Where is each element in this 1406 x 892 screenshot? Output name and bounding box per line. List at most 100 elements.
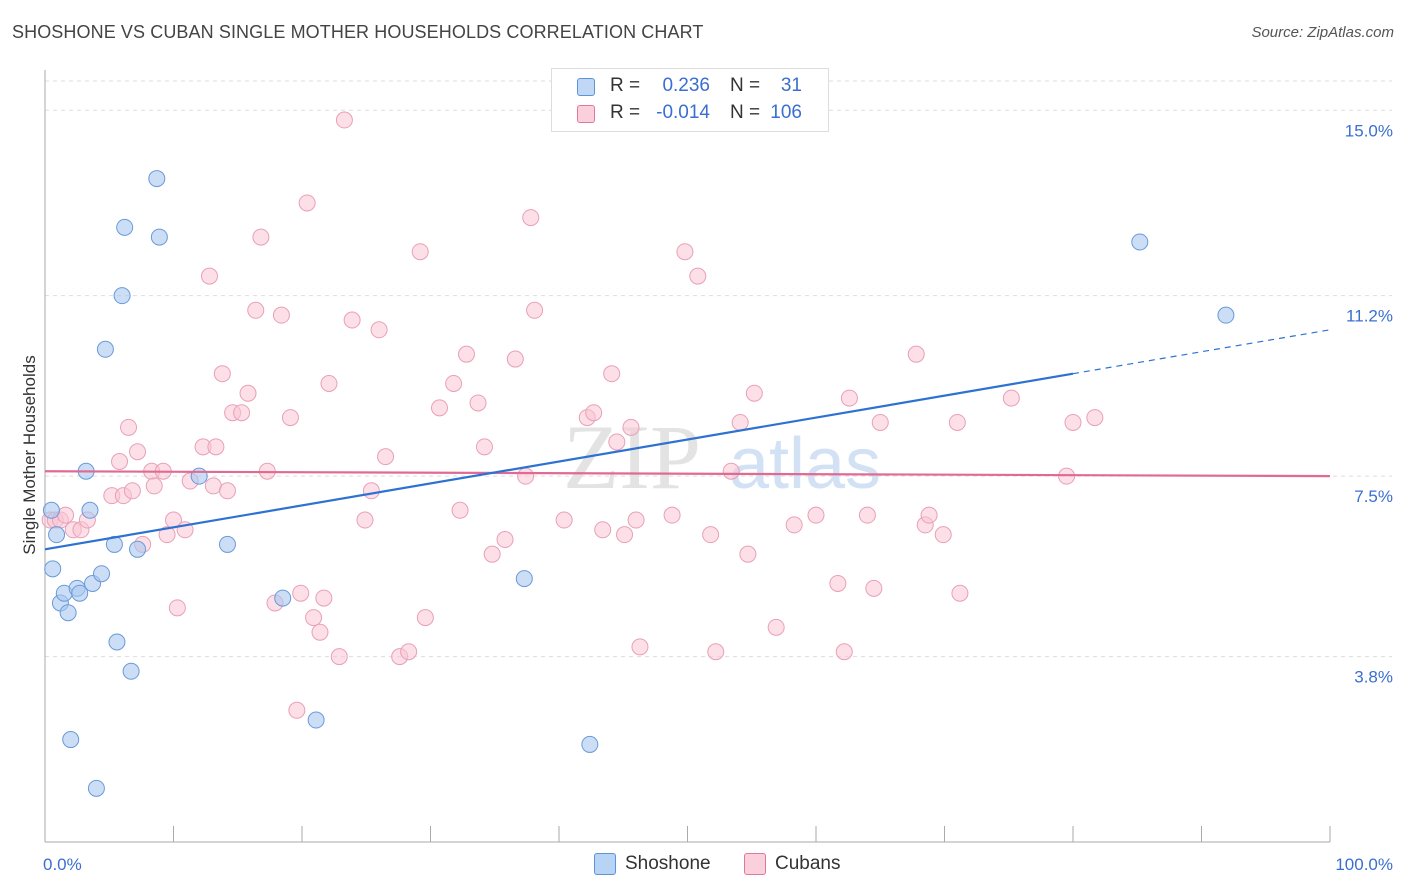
cubans-point — [739, 545, 757, 563]
cubans-point — [835, 643, 853, 661]
cubans-point — [871, 413, 889, 431]
shoshone-point — [48, 526, 66, 544]
watermark: ZIP atlas — [563, 406, 881, 508]
cubans-point — [120, 418, 138, 436]
cubans-point — [213, 365, 231, 383]
shoshone-point — [307, 711, 325, 729]
cubans-point — [305, 609, 323, 627]
shoshone-point — [129, 540, 147, 558]
cubans-point — [204, 477, 222, 495]
cubans-point — [608, 433, 626, 451]
cubans-point — [1064, 413, 1082, 431]
shoshone-point — [113, 287, 131, 305]
cubans-point — [663, 506, 681, 524]
cubans-point — [951, 584, 969, 602]
cubans-point — [343, 311, 361, 329]
shoshone-point — [274, 589, 292, 607]
cubans-point — [430, 399, 448, 417]
cubans-point — [920, 506, 938, 524]
cubans-point — [829, 574, 847, 592]
cubans-point — [330, 648, 348, 666]
cubans-point — [707, 643, 725, 661]
cubans-point — [722, 462, 740, 480]
cubans-point — [400, 643, 418, 661]
cubans-point — [948, 413, 966, 431]
shoshone-point — [44, 560, 62, 578]
cubans-point — [631, 638, 649, 656]
cubans-point — [469, 394, 487, 412]
y-tick-label: 3.8% — [1354, 668, 1393, 687]
shoshone-trend-extension — [1072, 329, 1331, 375]
cubans-point — [840, 389, 858, 407]
cubans-point — [335, 111, 353, 129]
cubans-point — [239, 384, 257, 402]
legend-r-label: R = — [610, 75, 641, 96]
shoshone-point — [108, 633, 126, 651]
watermark-atlas: atlas — [729, 424, 881, 504]
legend-row-shoshone: R = 0.236 N = 31 — [552, 73, 828, 99]
legend-label-cubans: Cubans — [775, 853, 841, 874]
cubans-point — [457, 345, 475, 363]
cubans-point — [281, 409, 299, 427]
cubans-point — [702, 526, 720, 544]
shoshone-point — [1131, 233, 1149, 251]
y-tick-label: 15.0% — [1345, 121, 1393, 140]
cubans-point — [483, 545, 501, 563]
correlation-legend: R = 0.236 N = 31 R = -0.014 N = 106 — [551, 68, 829, 132]
y-tick-label: 11.2% — [1346, 307, 1393, 326]
shoshone-point — [190, 467, 208, 485]
shoshone-point — [42, 501, 60, 519]
legend-label-shoshone: Shoshone — [625, 853, 711, 874]
cubans-point — [767, 618, 785, 636]
shoshone-point — [122, 662, 140, 680]
cubans-point — [627, 511, 645, 529]
cubans-point — [445, 374, 463, 392]
cubans-point — [111, 453, 129, 470]
cubans-point — [370, 321, 388, 339]
cubans-point — [475, 438, 493, 456]
cubans-point — [731, 413, 749, 431]
cubans-point — [451, 501, 469, 519]
cubans-point — [411, 243, 429, 261]
shoshone-point — [87, 779, 105, 797]
cubans-point — [158, 526, 176, 544]
shoshone-point — [96, 340, 114, 358]
cubans-point — [207, 438, 225, 456]
shoshone-point — [93, 565, 111, 583]
shoshone-point — [581, 735, 599, 753]
legend-n-label: N = — [730, 102, 761, 123]
legend-r-value: -0.014 — [656, 102, 710, 123]
legend-swatch-shoshone — [577, 78, 595, 96]
legend-swatch-cubans — [744, 853, 766, 875]
cubans-point — [123, 482, 141, 500]
cubans-point — [252, 228, 270, 246]
x-tick-label: 0.0% — [43, 855, 82, 874]
cubans-point — [517, 467, 535, 485]
trend-lines — [44, 329, 1331, 551]
cubans-point — [57, 506, 75, 524]
cubans-point — [233, 404, 251, 422]
legend-n-label: N = — [730, 75, 761, 96]
cubans-point — [298, 194, 316, 212]
cubans-point — [1086, 409, 1104, 427]
legend-n-value: 31 — [780, 75, 802, 96]
cubans-point — [145, 477, 163, 495]
cubans-point — [689, 267, 707, 285]
cubans-point — [416, 609, 434, 627]
shoshone-point — [1217, 306, 1235, 324]
shoshone-point — [218, 535, 236, 553]
cubans-point — [585, 404, 603, 422]
cubans-point — [377, 448, 395, 466]
cubans-point — [622, 418, 640, 436]
cubans-point — [907, 345, 925, 363]
legend-row-cubans: R = -0.014 N = 106 — [552, 100, 828, 126]
shoshone-point — [150, 228, 168, 246]
cubans-point — [168, 599, 186, 617]
legend-r-value: 0.236 — [662, 75, 710, 96]
shoshone-point — [116, 218, 134, 236]
x-tick-label: 100.0% — [1335, 855, 1393, 874]
shoshone-trend-line — [44, 372, 1074, 551]
legend-r-label: R = — [610, 102, 641, 123]
cubans-point — [292, 584, 310, 602]
